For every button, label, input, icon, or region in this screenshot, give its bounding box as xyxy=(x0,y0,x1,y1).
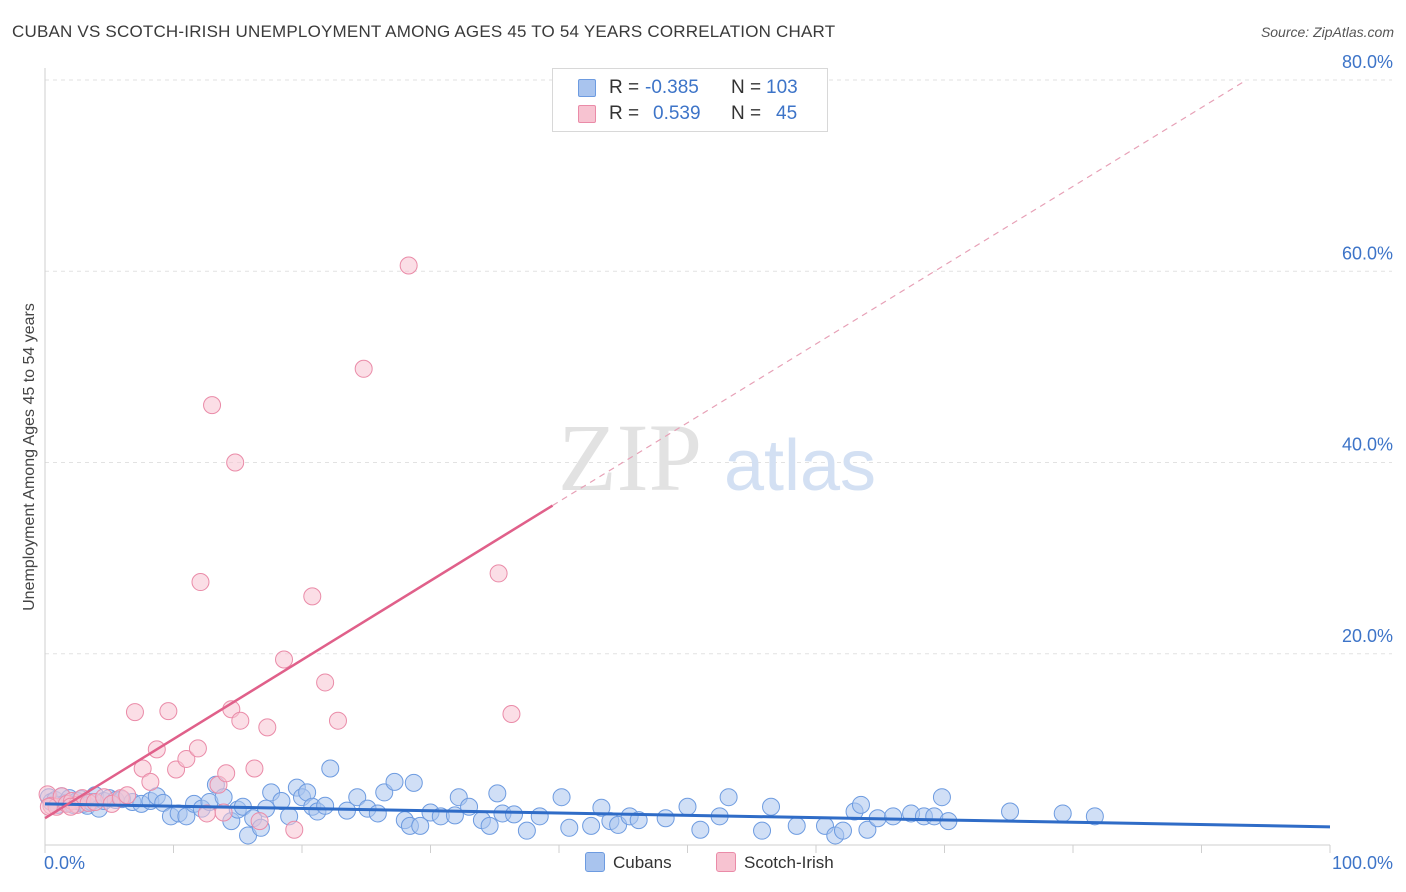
scotch-irish-point xyxy=(118,786,137,805)
scotch-irish-points xyxy=(38,256,521,839)
cubans-point xyxy=(787,816,806,835)
cubans-point xyxy=(517,821,536,840)
y-tick-label: 20.0% xyxy=(1342,626,1393,646)
cubans-point xyxy=(404,773,423,792)
scotch-irish-point xyxy=(285,820,304,839)
cubans-point xyxy=(884,807,903,826)
scotch-irish-point xyxy=(125,703,144,722)
scotch-irish-point xyxy=(141,772,160,791)
cubans-point xyxy=(488,784,507,803)
scotch-irish-point xyxy=(489,564,508,583)
scotch-irish-swatch xyxy=(578,105,596,123)
cubans-point xyxy=(530,807,549,826)
cubans-point xyxy=(691,820,710,839)
cubans-swatch xyxy=(578,79,596,97)
scotch-irish-point xyxy=(203,396,222,415)
scotch-irish-point xyxy=(231,711,250,730)
r-value: 0.539 xyxy=(653,103,701,124)
scotch-irish-point xyxy=(399,256,418,275)
cubans-point xyxy=(316,796,335,815)
watermark-atlas: atlas xyxy=(724,426,876,506)
cubans-point xyxy=(1085,807,1104,826)
cubans-points xyxy=(39,759,1104,845)
cubans-point xyxy=(385,772,404,791)
cubans-point xyxy=(348,788,367,807)
legend-row-scotch-irish: R = 0.539 N = 45 xyxy=(553,101,827,127)
legend-row-cubans: R = -0.385 N = 103 xyxy=(553,75,827,101)
correlation-legend: R = -0.385 N = 103 R = 0.539 N = 45 xyxy=(552,68,828,132)
tick-labels: 20.0% 40.0% 60.0% 80.0% 0.0% 100.0% xyxy=(44,52,1393,873)
scotch-irish-point xyxy=(133,759,152,778)
x-tick-label-max: 100.0% xyxy=(1332,853,1393,873)
cubans-point xyxy=(656,809,675,828)
scotch-irish-legend-swatch xyxy=(716,852,736,872)
n-label: N = xyxy=(731,103,762,124)
cubans-point xyxy=(411,816,430,835)
r-label: R = xyxy=(609,77,640,98)
trend-lines xyxy=(44,79,1331,829)
cubans-legend-swatch xyxy=(585,852,605,872)
y-tick-label: 40.0% xyxy=(1342,435,1393,455)
gridlines xyxy=(45,79,1392,655)
chart-title: CUBAN VS SCOTCH-IRISH UNEMPLOYMENT AMONG… xyxy=(12,22,836,41)
cubans-point xyxy=(762,797,781,816)
scotch-irish-point xyxy=(188,739,207,758)
scotch-irish-trend-line xyxy=(44,504,554,820)
scotch-irish-point xyxy=(275,650,294,669)
cubans-point xyxy=(560,818,579,837)
source-label: Source: ZipAtlas.com xyxy=(1260,24,1394,40)
scotch-irish-point xyxy=(328,711,347,730)
scotch-irish-point xyxy=(177,749,196,768)
cubans-point xyxy=(368,804,387,823)
legend-item-label: Scotch-Irish xyxy=(744,853,834,872)
cubans-point xyxy=(1053,804,1072,823)
legend-item-scotch-irish[interactable]: Scotch-Irish xyxy=(716,852,834,873)
n-value: 45 xyxy=(776,103,798,124)
cubans-point xyxy=(719,788,738,807)
r-label: R = xyxy=(609,103,640,124)
scotch-irish-point xyxy=(354,359,373,378)
cubans-point xyxy=(582,816,601,835)
legend-item-cubans[interactable]: Cubans xyxy=(585,852,672,873)
r-value: -0.385 xyxy=(645,77,699,98)
scotch-irish-point xyxy=(250,812,269,831)
scotch-irish-point xyxy=(245,759,264,778)
cubans-point xyxy=(505,805,524,824)
cubans-point xyxy=(858,820,877,839)
scotch-irish-point xyxy=(316,673,335,692)
legend-item-label: Cubans xyxy=(613,853,672,872)
n-label: N = xyxy=(731,77,762,98)
cubans-point xyxy=(592,798,611,817)
cubans-point xyxy=(932,788,951,807)
watermark: ZIP atlas xyxy=(558,404,876,511)
y-tick-label: 60.0% xyxy=(1342,243,1393,263)
cubans-point xyxy=(833,821,852,840)
scotch-irish-point xyxy=(159,702,178,721)
cubans-point xyxy=(552,788,571,807)
y-tick-label: 80.0% xyxy=(1342,52,1393,72)
scotch-irish-point xyxy=(191,573,210,592)
scotch-irish-trend-extension xyxy=(552,79,1247,507)
y-axis-label: Unemployment Among Ages 45 to 54 years xyxy=(21,303,38,611)
cubans-trend-line xyxy=(44,802,1331,829)
n-value: 103 xyxy=(766,77,798,98)
cubans-point xyxy=(851,795,870,814)
cubans-point xyxy=(678,797,697,816)
scotch-irish-point xyxy=(303,587,322,606)
cubans-point xyxy=(753,821,772,840)
cubans-point xyxy=(321,759,340,778)
scotch-irish-point xyxy=(217,764,236,783)
axes xyxy=(44,68,1331,853)
cubans-point xyxy=(1001,802,1020,821)
x-tick-label-min: 0.0% xyxy=(44,853,85,873)
cubans-point xyxy=(480,816,499,835)
scotch-irish-point xyxy=(258,718,277,737)
scotch-irish-point xyxy=(502,704,521,723)
scotch-irish-point xyxy=(226,453,245,472)
